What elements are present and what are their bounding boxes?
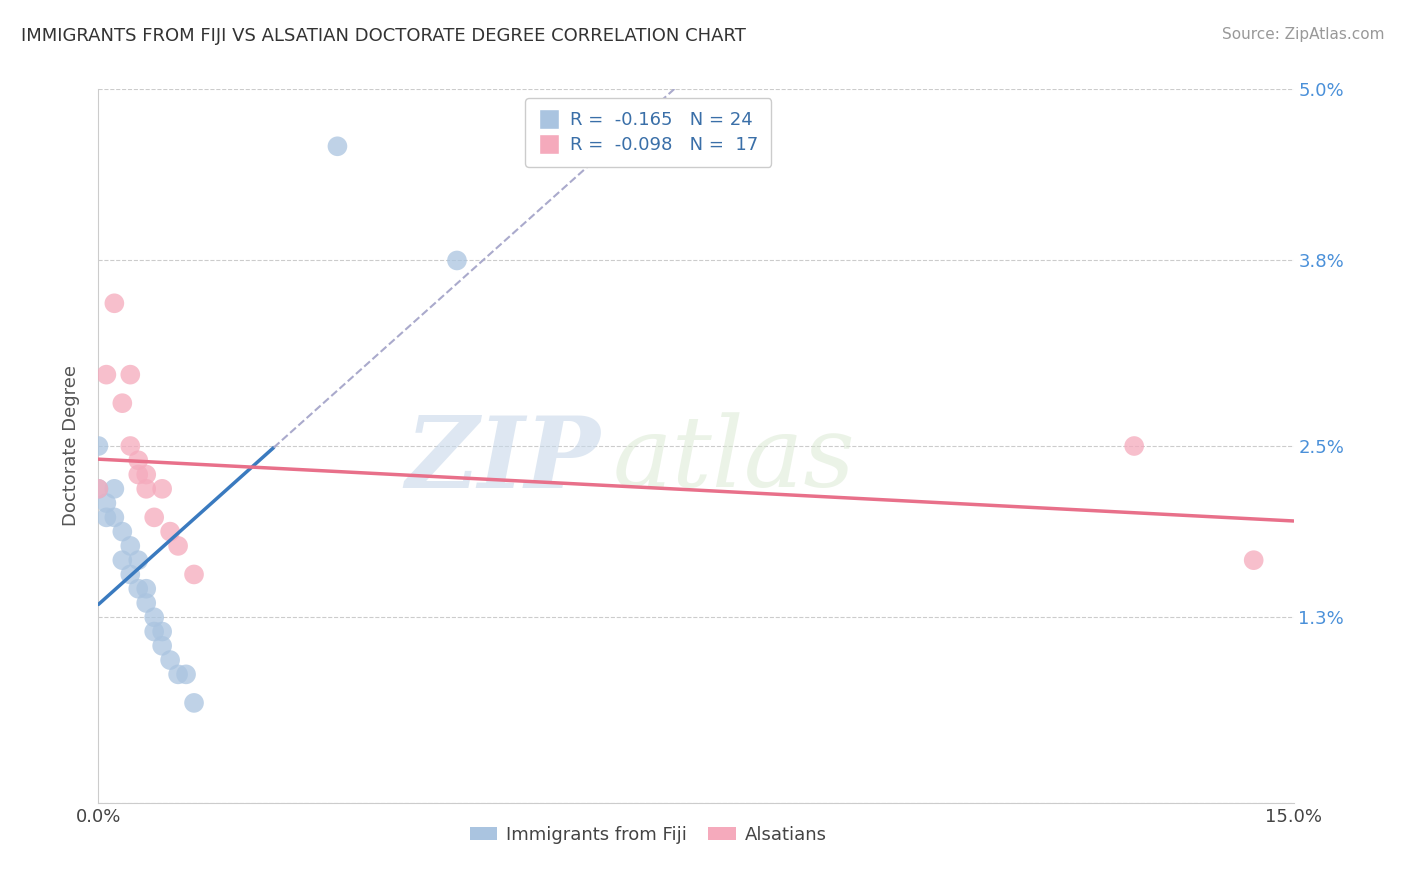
Point — [87, 482, 110, 496]
Point — [87, 482, 110, 496]
Point — [120, 567, 142, 582]
Point — [135, 482, 157, 496]
Point — [159, 653, 181, 667]
Point — [135, 596, 157, 610]
Point — [103, 296, 125, 310]
Point — [120, 368, 142, 382]
Point — [87, 439, 110, 453]
Legend: Immigrants from Fiji, Alsatians: Immigrants from Fiji, Alsatians — [463, 819, 834, 851]
Point — [103, 482, 125, 496]
Point — [174, 667, 197, 681]
Point — [111, 553, 134, 567]
Point — [120, 539, 142, 553]
Point — [150, 482, 173, 496]
Point — [167, 667, 190, 681]
Point — [96, 496, 118, 510]
Text: atlas: atlas — [613, 413, 855, 508]
Text: IMMIGRANTS FROM FIJI VS ALSATIAN DOCTORATE DEGREE CORRELATION CHART: IMMIGRANTS FROM FIJI VS ALSATIAN DOCTORA… — [21, 27, 747, 45]
Point — [96, 368, 118, 382]
Point — [183, 696, 205, 710]
Point — [127, 453, 149, 467]
Point — [135, 582, 157, 596]
Point — [150, 624, 173, 639]
Text: Source: ZipAtlas.com: Source: ZipAtlas.com — [1222, 27, 1385, 42]
Point — [446, 253, 468, 268]
Point — [103, 510, 125, 524]
Point — [127, 582, 149, 596]
Point — [111, 524, 134, 539]
Point — [167, 539, 190, 553]
Point — [143, 510, 166, 524]
Point — [326, 139, 349, 153]
Point — [159, 524, 181, 539]
Point — [143, 610, 166, 624]
Point — [120, 439, 142, 453]
Point — [1243, 553, 1265, 567]
Y-axis label: Doctorate Degree: Doctorate Degree — [62, 366, 80, 526]
Point — [1123, 439, 1146, 453]
Text: ZIP: ZIP — [405, 412, 600, 508]
Point — [127, 467, 149, 482]
Point — [135, 467, 157, 482]
Point — [183, 567, 205, 582]
Point — [111, 396, 134, 410]
Point — [150, 639, 173, 653]
Point — [143, 624, 166, 639]
Point — [127, 553, 149, 567]
Point — [96, 510, 118, 524]
